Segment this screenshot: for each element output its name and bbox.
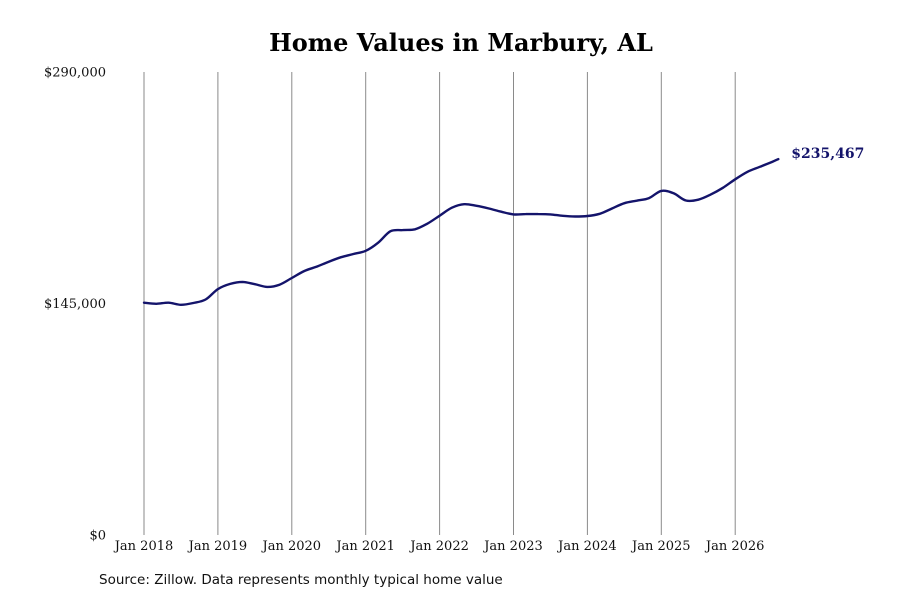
series-line: [142, 157, 780, 306]
x-tick-label: Jan 2025: [630, 539, 691, 554]
x-tick-label: Jan 2020: [261, 539, 322, 554]
x-tick-label: Jan 2018: [113, 539, 174, 554]
source-note: Source: Zillow. Data represents monthly …: [99, 572, 503, 588]
x-tick-label: Jan 2026: [704, 539, 765, 554]
gridlines: [143, 72, 736, 535]
y-tick-label: $145,000: [44, 297, 106, 312]
x-tick-label: Jan 2019: [187, 539, 248, 554]
x-tick-label: Jan 2021: [334, 539, 395, 554]
y-tick-label: $0: [89, 529, 106, 544]
x-tick-label: Jan 2022: [408, 539, 469, 554]
y-axis-ticks: $0 $145,000 $290,000: [44, 66, 106, 544]
end-value-label: $235,467: [791, 146, 864, 162]
chart-title: Home Values in Marbury, AL: [269, 28, 653, 57]
x-axis-ticks: Jan 2018 Jan 2019 Jan 2020 Jan 2021 Jan 2022…: [113, 539, 765, 554]
x-tick-label: Jan 2024: [556, 539, 617, 554]
x-tick-label: Jan 2023: [482, 539, 543, 554]
y-tick-label: $290,000: [44, 66, 106, 81]
